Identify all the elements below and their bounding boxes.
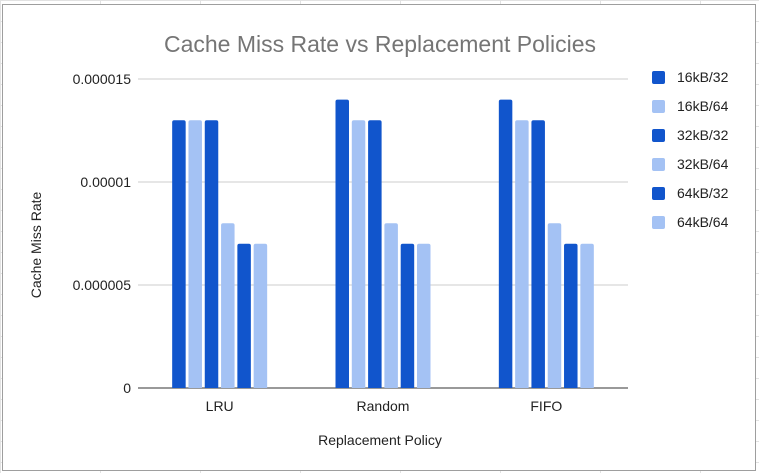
- legend-swatch: [652, 100, 665, 113]
- legend-swatch: [652, 158, 665, 171]
- bar-random-32kb64[interactable]: [384, 223, 398, 388]
- bar-lru-16kb32[interactable]: [172, 120, 186, 388]
- bar-fifo-64kb32[interactable]: [564, 243, 578, 388]
- bar-random-64kb32[interactable]: [400, 243, 415, 388]
- bars: [172, 99, 594, 388]
- bar-fifo-64kb64[interactable]: [580, 243, 594, 388]
- bar-fifo-32kb64[interactable]: [547, 223, 562, 388]
- x-axis-title: Replacement Policy: [318, 432, 442, 448]
- bar-lru-64kb64[interactable]: [253, 243, 268, 388]
- bar-lru-32kb32[interactable]: [204, 120, 219, 388]
- bar-fifo-32kb32[interactable]: [531, 120, 545, 388]
- y-tick-label: 0.000005: [73, 277, 132, 293]
- bar-chart: Cache Miss Rate vs Replacement Policies …: [28, 31, 729, 448]
- legend-label: 64kB/32: [677, 185, 729, 201]
- chart-title: Cache Miss Rate vs Replacement Policies: [164, 31, 596, 57]
- legend-swatch: [652, 187, 665, 200]
- legend-swatch: [652, 129, 665, 142]
- legend-swatch: [652, 71, 665, 84]
- legend: 16kB/32 16kB/64 32kB/32 32kB/64 64kB/32 64kB/…: [652, 69, 729, 230]
- legend-label: 16kB/64: [677, 98, 729, 114]
- bar-random-64kb64[interactable]: [417, 243, 431, 388]
- bar-lru-16kb64[interactable]: [188, 120, 202, 388]
- y-tick-label: 0.00001: [80, 174, 131, 190]
- bar-random-16kb64[interactable]: [351, 120, 366, 388]
- bar-random-16kb32[interactable]: [335, 99, 350, 388]
- legend-label: 16kB/32: [677, 69, 729, 85]
- legend-label: 64kB/64: [677, 214, 729, 230]
- x-tick-label: FIFO: [530, 398, 562, 414]
- bar-lru-32kb64[interactable]: [221, 223, 235, 388]
- x-tick-label: Random: [357, 398, 410, 414]
- legend-swatch: [652, 216, 665, 229]
- bar-lru-64kb32[interactable]: [237, 243, 251, 388]
- bar-fifo-16kb64[interactable]: [515, 120, 529, 388]
- bar-random-32kb32[interactable]: [368, 120, 382, 388]
- bar-fifo-16kb32[interactable]: [498, 99, 513, 388]
- x-axis-tick-labels: LRU Random FIFO: [206, 398, 563, 414]
- y-axis-tick-labels: 0 0.000005 0.00001 0.000015: [73, 71, 132, 396]
- y-tick-label: 0.000015: [73, 71, 132, 87]
- legend-label: 32kB/64: [677, 156, 729, 172]
- y-tick-label: 0: [123, 380, 131, 396]
- gridlines: [138, 78, 628, 389]
- legend-label: 32kB/32: [677, 127, 729, 143]
- y-axis-title: Cache Miss Rate: [28, 191, 44, 298]
- x-tick-label: LRU: [206, 398, 234, 414]
- chart-container[interactable]: Cache Miss Rate vs Replacement Policies …: [2, 4, 756, 471]
